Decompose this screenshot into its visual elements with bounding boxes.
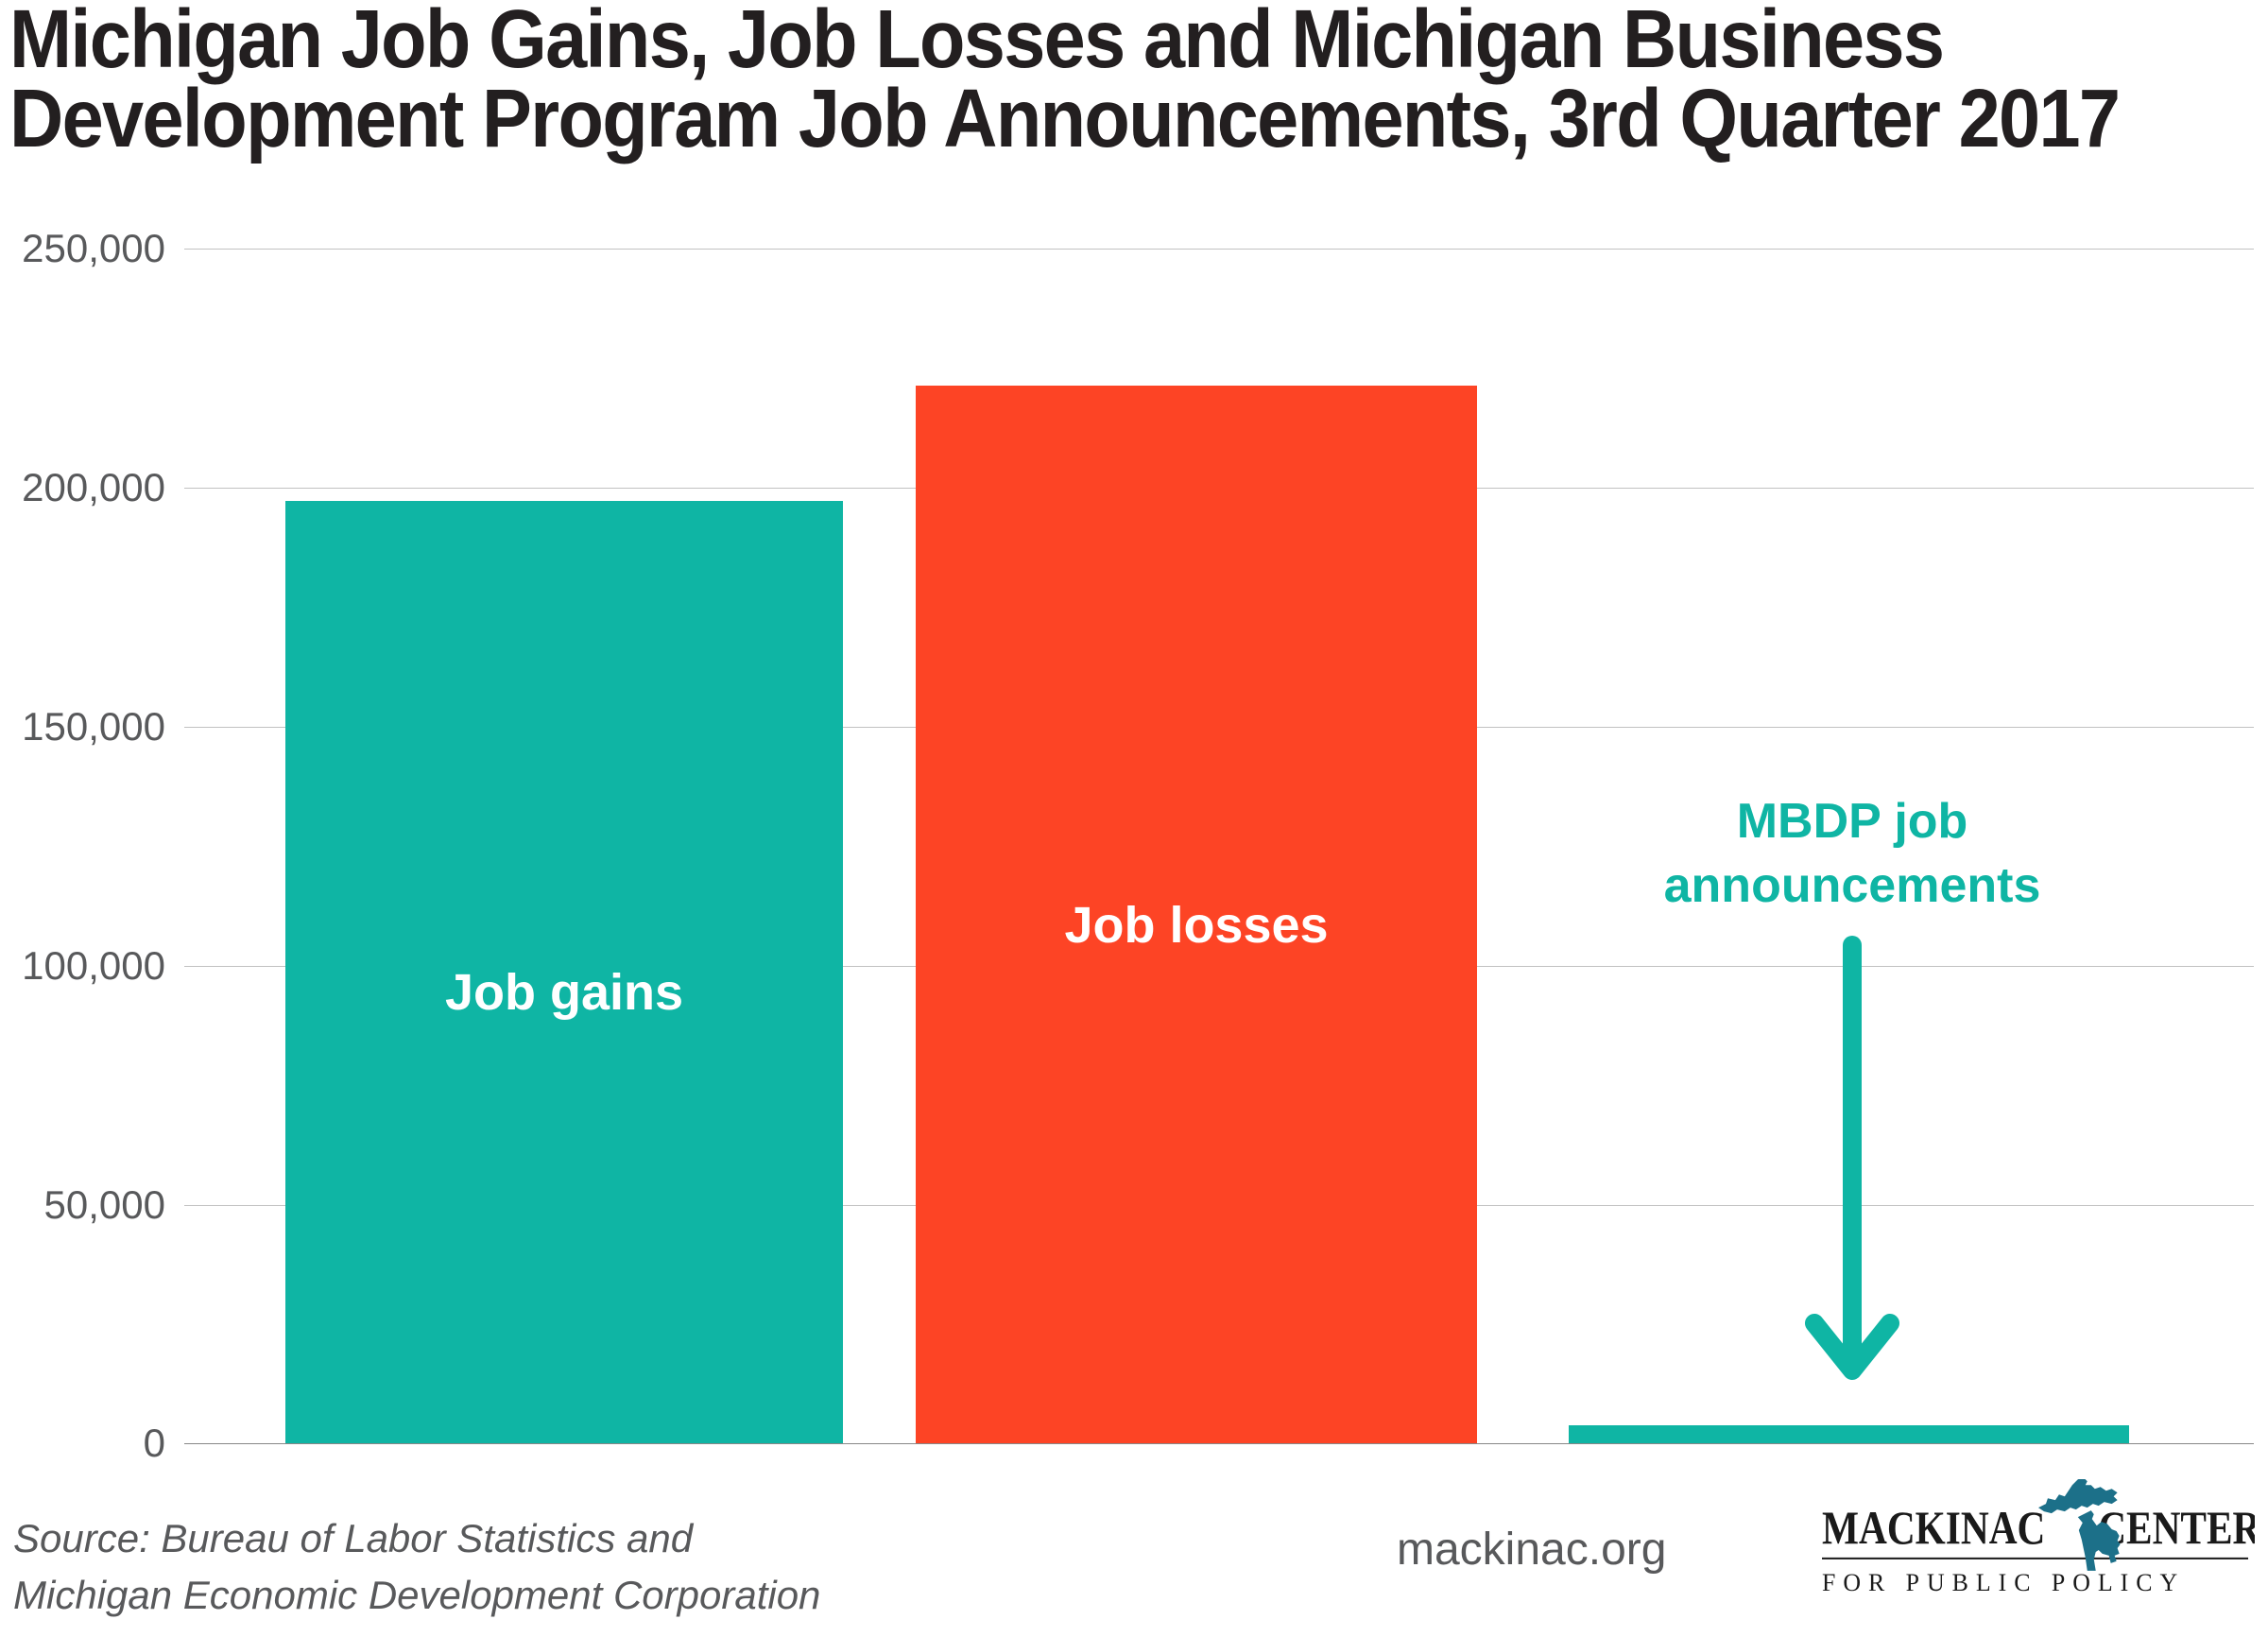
svg-text:FOR PUBLIC POLICY: FOR PUBLIC POLICY bbox=[1822, 1569, 2185, 1596]
svg-text:MACKINAC: MACKINAC bbox=[1822, 1501, 2045, 1553]
svg-text:CENTER: CENTER bbox=[2098, 1501, 2255, 1553]
